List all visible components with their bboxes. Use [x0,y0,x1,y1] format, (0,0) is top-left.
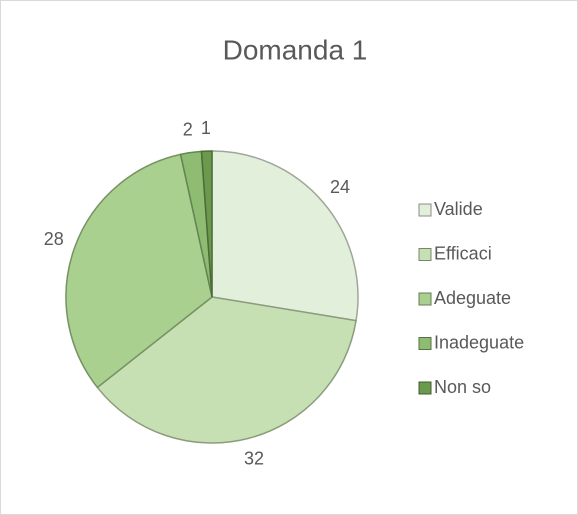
legend-label: Valide [434,199,483,219]
pie-slice [211,150,359,322]
legend-label: Adeguate [434,288,511,308]
pie-slice [200,150,213,298]
legend-label: Inadeguate [434,332,524,352]
pie-slice [96,296,357,444]
legend-swatch [418,203,432,217]
legend-swatch [418,337,432,350]
legend-swatch [418,248,432,261]
data-label: 24 [330,177,350,197]
data-label: 1 [201,118,211,138]
legend-label: Non so [434,377,491,397]
chart-title: Domanda 1 [223,34,368,65]
pie-slice [65,153,213,389]
legend-label: Efficaci [434,243,492,263]
data-label: 2 [183,119,193,139]
data-label: 28 [44,229,64,249]
legend-swatch [418,292,432,306]
data-label: 32 [244,448,264,468]
legend-swatch [418,381,432,395]
